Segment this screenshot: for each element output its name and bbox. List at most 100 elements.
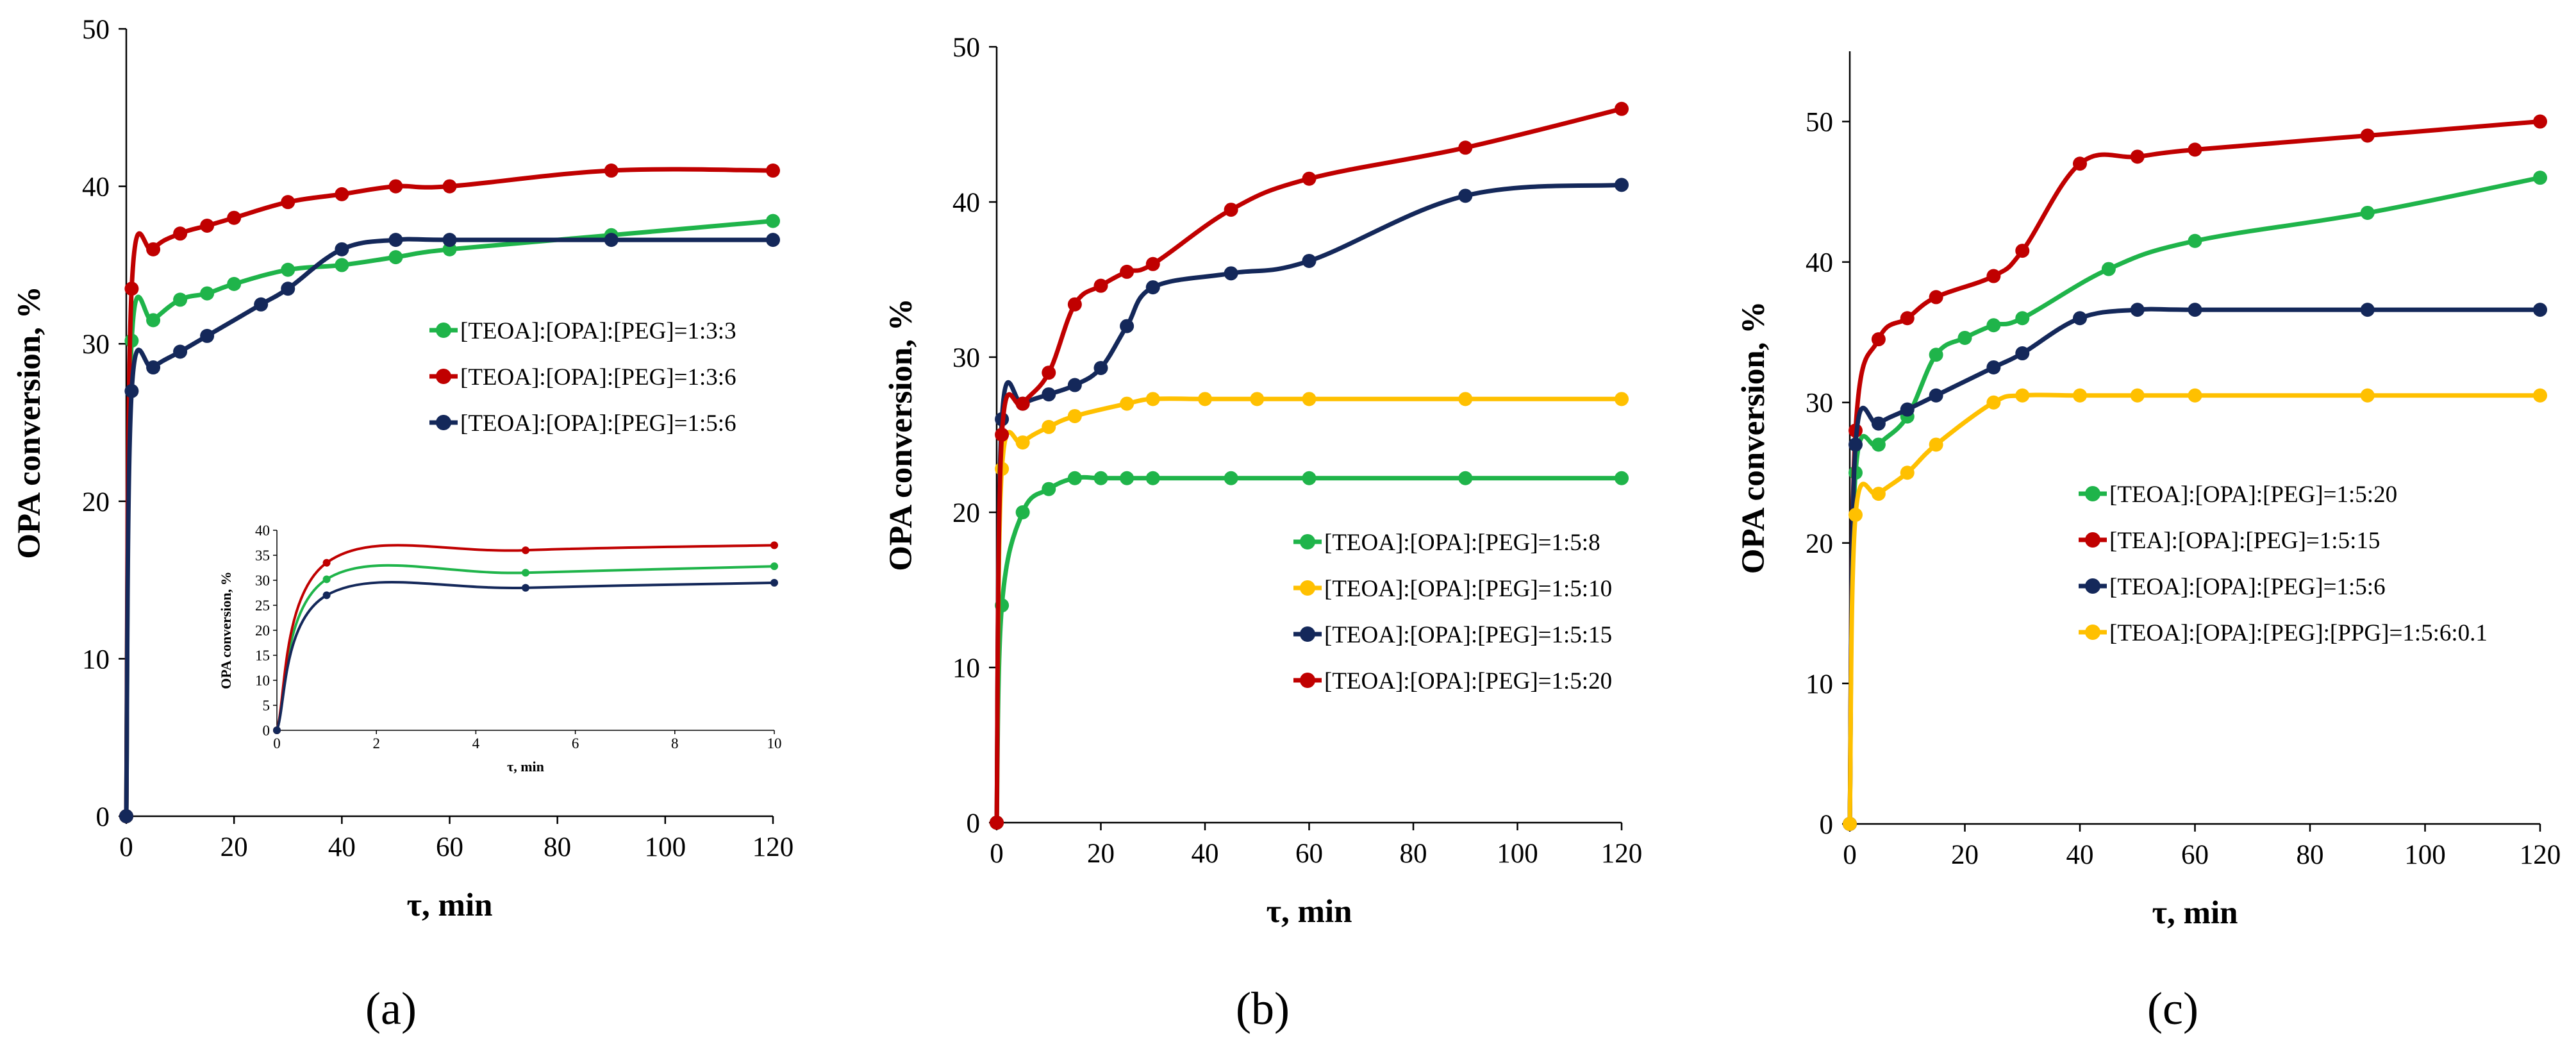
data-point: [1198, 392, 1212, 407]
legend-marker: [2085, 486, 2100, 501]
series-line-3: [1847, 306, 2543, 826]
data-point: [1302, 171, 1317, 186]
data-point: [2360, 303, 2375, 317]
data-point: [1871, 487, 1886, 501]
x-tick-label: 0: [990, 839, 1004, 869]
data-point: [1093, 278, 1108, 293]
data-point: [124, 383, 139, 398]
legend-entry: [TEOA]:[OPA]:[PEG]=1:5:15: [1324, 622, 1612, 648]
data-point: [1250, 392, 1265, 407]
inset-data-point: [770, 541, 778, 549]
legend-entry: [TEOA]:[OPA]:[PEG]=1:5:20: [2109, 482, 2397, 508]
inset-x-tick-label: 10: [767, 735, 782, 751]
data-point: [766, 214, 780, 228]
panel-b: 0 20 40 60 80 100 120 0 10 20 30 40 50 τ, min OPA conv…: [883, 33, 1642, 1034]
data-point: [1615, 178, 1629, 192]
data-point: [1015, 396, 1030, 411]
y-tick-label: 10: [952, 653, 980, 684]
legend-entry: [TEOA]:[OPA]:[PEG]=1:3:3: [460, 318, 736, 344]
data-point: [1458, 189, 1473, 203]
data-point: [1042, 482, 1056, 496]
legend-marker: [2085, 532, 2100, 548]
data-point: [227, 210, 242, 225]
inset-y-tick-label: 35: [255, 548, 270, 564]
series-line-4: [994, 106, 1624, 825]
data-point: [2015, 388, 2030, 403]
legend-entry: [TEA]:[OPA]:[PEG]=1:5:15: [2109, 528, 2380, 554]
data-point: [2073, 311, 2087, 326]
data-point: [173, 226, 188, 241]
x-tick-label: 100: [1497, 839, 1538, 869]
inset-series-line-2: [276, 544, 776, 732]
data-point: [1615, 392, 1629, 407]
legend-entry: [TEOA]:[OPA]:[PEG]=1:5:8: [1324, 530, 1600, 556]
y-tick-label: 20: [952, 498, 980, 528]
inset-y-tick-label: 0: [263, 723, 270, 739]
series-line-1: [124, 219, 776, 819]
inset-data-point: [322, 591, 331, 600]
data-point: [2360, 388, 2375, 403]
legend-marker: [2085, 578, 2100, 594]
x-tick-label: 40: [328, 832, 356, 862]
x-tick-label: 0: [119, 832, 133, 862]
data-point: [2188, 388, 2202, 403]
legend-marker: [1300, 626, 1315, 642]
data-point: [766, 164, 780, 178]
data-point: [1900, 311, 1915, 326]
data-point: [1224, 266, 1238, 281]
data-point: [2188, 233, 2202, 248]
data-point: [2015, 346, 2030, 361]
y-tick-label: 20: [1806, 529, 1833, 559]
data-point: [1067, 408, 1082, 423]
inset-chart: 0 2 4 6 8 10 0 5 10 15 20 25 30 35 40 τ, min OPA convers…: [218, 523, 782, 775]
data-point: [2130, 149, 2145, 164]
inset-y-axis-title: OPA conversion, %: [218, 571, 234, 689]
data-point: [1929, 388, 1943, 403]
legend-entry: [TEOA]:[OPA]:[PEG]=1:5:6: [2109, 574, 2386, 600]
inset-x-tick-label: 0: [273, 735, 281, 751]
data-point: [1067, 378, 1082, 392]
x-tick-label: 20: [1951, 840, 1979, 870]
legend-marker: [436, 323, 451, 338]
y-tick-label: 30: [82, 330, 110, 360]
data-point: [1458, 392, 1473, 407]
data-point: [2073, 388, 2087, 403]
legend-marker: [436, 415, 451, 430]
data-point: [1871, 332, 1886, 347]
y-axis-title: OPA conversion, %: [883, 298, 919, 571]
data-point: [200, 286, 215, 301]
data-point: [604, 233, 619, 247]
inset-x-tick-label: 4: [472, 735, 480, 751]
inset-x-tick-label: 2: [372, 735, 380, 751]
data-point: [200, 328, 215, 343]
series-line-2: [1847, 119, 2543, 826]
inset-data-point: [770, 578, 778, 587]
x-tick-label: 60: [2181, 840, 2209, 870]
data-point: [146, 313, 161, 328]
panel-label: (b): [1236, 983, 1290, 1034]
data-point: [335, 242, 349, 256]
data-point: [335, 258, 349, 273]
data-point: [1067, 471, 1082, 485]
data-point: [281, 262, 295, 277]
data-point: [1302, 253, 1317, 268]
data-point: [1042, 419, 1056, 434]
data-point: [2101, 262, 2116, 276]
data-point: [1458, 140, 1473, 155]
y-tick-label: 50: [1806, 108, 1833, 138]
data-point: [2533, 388, 2547, 403]
x-axis-title: τ, min: [1266, 894, 1352, 930]
data-point: [766, 233, 780, 247]
data-point: [1900, 465, 1915, 480]
data-point: [2533, 114, 2547, 129]
data-point: [1145, 392, 1160, 407]
y-tick-label: 30: [952, 343, 980, 373]
inset-y-tick-label: 15: [255, 648, 270, 664]
data-point: [1900, 402, 1915, 417]
data-point: [1145, 280, 1160, 295]
y-tick-label: 0: [1820, 810, 1834, 840]
data-point: [2188, 303, 2202, 317]
inset-y-tick-label: 25: [255, 598, 270, 614]
data-point: [173, 292, 188, 307]
data-point: [1986, 360, 2001, 374]
